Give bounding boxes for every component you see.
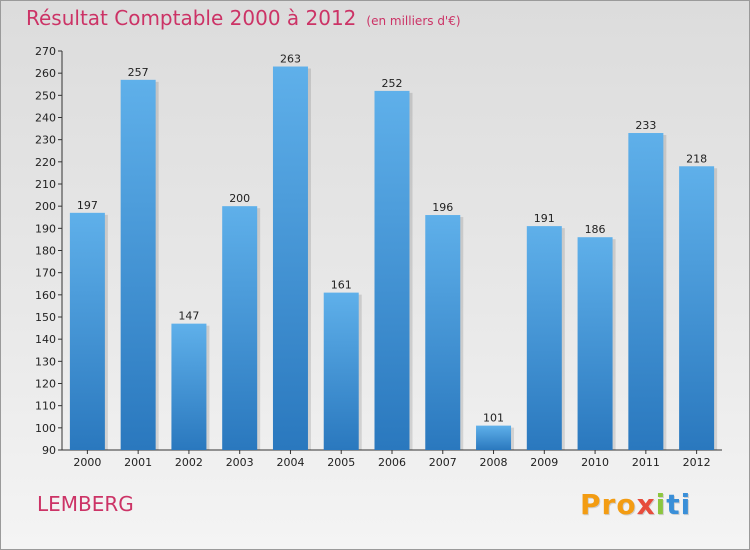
x-tick-label: 2006 <box>378 456 406 469</box>
y-tick-label: 270 <box>35 45 56 58</box>
data-labels: 197 257 147 200 263 161 252 196 101 191 186 233 218 <box>77 53 707 425</box>
y-tick-label: 130 <box>35 355 56 368</box>
data-label: 161 <box>331 279 352 292</box>
x-tick-label: 2007 <box>429 456 457 469</box>
x-tick-label: 2001 <box>124 456 152 469</box>
y-tick-label: 170 <box>35 267 56 280</box>
y-tick-label: 230 <box>35 134 56 147</box>
x-tick-label: 2005 <box>327 456 355 469</box>
x-tick-label: 2011 <box>632 456 660 469</box>
x-tick-label: 2009 <box>530 456 558 469</box>
y-tick-label: 210 <box>35 178 56 191</box>
data-label: 200 <box>229 192 250 205</box>
data-label: 191 <box>534 212 555 225</box>
x-tick-label: 2004 <box>276 456 304 469</box>
bars <box>69 66 718 451</box>
bar <box>272 66 308 451</box>
chart-title: Résultat Comptable 2000 à 2012 (en millie… <box>26 6 461 30</box>
x-tick-label: 2000 <box>73 456 101 469</box>
data-label: 252 <box>382 77 403 90</box>
data-label: 233 <box>635 119 656 132</box>
y-tick-label: 200 <box>35 200 56 213</box>
y-tick-label: 120 <box>35 378 56 391</box>
x-tick-label: 2010 <box>581 456 609 469</box>
y-tick-label: 150 <box>35 311 56 324</box>
bar <box>679 166 715 450</box>
data-label: 196 <box>432 201 453 214</box>
x-tick-label: 2012 <box>683 456 711 469</box>
x-tick-label: 2008 <box>480 456 508 469</box>
data-label: 101 <box>483 412 504 425</box>
bar <box>374 90 410 451</box>
proxiti-logo: Proxiti <box>580 488 692 521</box>
data-label: 197 <box>77 199 98 212</box>
data-label: 147 <box>178 310 199 323</box>
y-tick-label: 220 <box>35 156 56 169</box>
data-label: 263 <box>280 53 301 66</box>
bar <box>628 133 664 450</box>
y-tick-label: 190 <box>35 222 56 235</box>
bar <box>577 237 613 450</box>
bar <box>425 215 461 450</box>
y-tick-label: 110 <box>35 400 56 413</box>
place-name: LEMBERG <box>37 492 134 516</box>
y-tick-label: 160 <box>35 289 56 302</box>
y-tick-label: 90 <box>42 444 56 457</box>
data-label: 186 <box>585 223 606 236</box>
y-tick-label: 100 <box>35 422 56 435</box>
chart-subtitle: (en milliers d'€) <box>366 14 461 28</box>
bar <box>171 323 207 450</box>
bar <box>476 425 512 450</box>
x-tick-label: 2002 <box>175 456 203 469</box>
data-label: 218 <box>686 152 707 165</box>
y-tick-label: 260 <box>35 67 56 80</box>
x-tick-label: 2003 <box>226 456 254 469</box>
y-tick-label: 250 <box>35 89 56 102</box>
y-tick-label: 140 <box>35 333 56 346</box>
bar <box>323 292 359 450</box>
bar <box>69 212 105 450</box>
y-tick-label: 240 <box>35 112 56 125</box>
bar <box>222 206 258 450</box>
bar <box>120 79 156 451</box>
chart-title-text: Résultat Comptable 2000 à 2012 <box>26 6 357 30</box>
bar <box>526 226 562 450</box>
data-label: 257 <box>128 66 149 79</box>
y-tick-label: 180 <box>35 245 56 258</box>
